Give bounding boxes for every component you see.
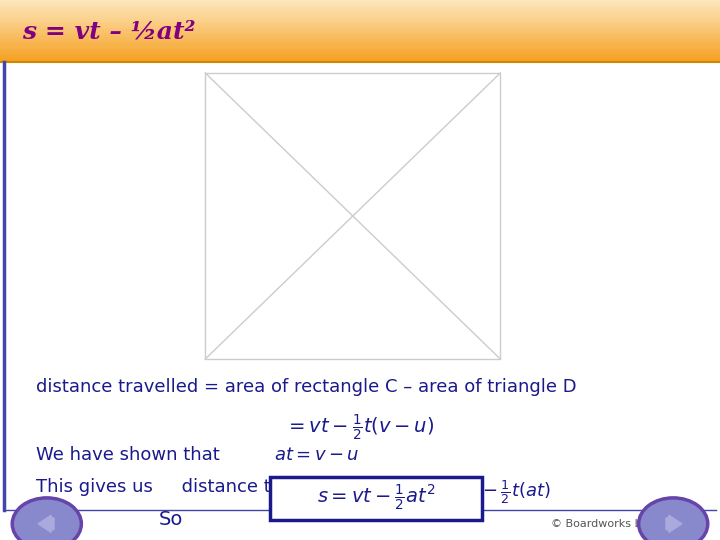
Bar (0, 49, 720, 50)
Bar (0, 39, 720, 40)
Bar (0, 29, 720, 30)
Bar (0, 5, 720, 6)
Circle shape (639, 498, 708, 540)
Bar (0, 44, 720, 45)
Bar (0, 45, 720, 46)
Bar (0, 53, 720, 54)
Bar (0, 6, 720, 7)
FancyArrow shape (666, 515, 682, 532)
Bar (205, 73, 500, 359)
Bar (0, 3, 720, 4)
Bar (0, 1, 720, 2)
Text: We have shown that: We have shown that (36, 446, 225, 463)
Bar (0, 24, 720, 25)
Bar (0, 18, 720, 19)
Text: distance travelled = area of rectangle C – area of triangle D: distance travelled = area of rectangle C… (36, 378, 577, 396)
Bar (0, 32, 720, 33)
Bar (0, 10, 720, 11)
Bar (0, 43, 720, 44)
Bar (0, 51, 720, 52)
Bar (0, 9, 720, 10)
Bar (0, 25, 720, 26)
Bar (0, 27, 720, 28)
Bar (0, 40, 720, 42)
FancyArrow shape (38, 515, 54, 532)
Bar (0, 46, 720, 48)
Bar (0, 23, 720, 24)
Text: So: So (158, 510, 183, 529)
Text: This gives us     distance travelled =: This gives us distance travelled = (36, 478, 370, 496)
Bar (0, 4, 720, 5)
Bar (0, 16, 720, 17)
Bar (0, 48, 720, 49)
Bar (0, 43, 720, 44)
Text: s = vt – ½at²: s = vt – ½at² (22, 19, 195, 43)
Bar (0, 36, 720, 37)
Bar (0, 57, 720, 58)
Bar (0, 58, 720, 59)
Bar (0, 12, 720, 14)
Text: $at = v - u$: $at = v - u$ (274, 446, 359, 463)
Bar (0, 8, 720, 9)
Bar (0, 56, 720, 57)
Bar (0, 30, 720, 31)
Bar (0, 15, 720, 16)
Bar (0, 50, 720, 51)
Bar (0, 37, 720, 38)
Bar (0, 35, 720, 36)
Bar (0, 38, 720, 39)
Bar (0, 22, 720, 23)
Bar (0, 59, 720, 60)
Bar (0, 55, 720, 56)
Bar (0, 7, 720, 8)
Text: $= vt - \frac{1}{2}t(v - u)$: $= vt - \frac{1}{2}t(v - u)$ (285, 413, 435, 443)
Bar (0, 34, 720, 35)
Circle shape (12, 498, 81, 540)
Bar (0, 42, 720, 43)
Bar (0, 60, 720, 61)
Bar (0, 54, 720, 55)
Bar (0, 11, 720, 12)
Bar (0, 31, 720, 32)
Bar (0, 26, 720, 27)
Bar (0, 17, 720, 18)
Bar (0, 14, 720, 15)
Text: $s = vt - \frac{1}{2}at^2$: $s = vt - \frac{1}{2}at^2$ (317, 483, 436, 514)
Bar (0, 21, 720, 22)
Bar (0, 19, 720, 21)
Bar (0, 2, 720, 3)
Bar (0, 33, 720, 34)
Bar (0, 61, 720, 62)
Bar (0, 0, 720, 1)
Bar (0, 52, 720, 53)
Text: $vt - \frac{1}{2}t(at)$: $vt - \frac{1}{2}t(at)$ (461, 478, 551, 506)
FancyBboxPatch shape (270, 477, 482, 520)
Bar (0, 28, 720, 29)
Text: © Boardworks Ltd 2005: © Boardworks Ltd 2005 (551, 519, 684, 530)
Text: 23 of 37: 23 of 37 (36, 519, 82, 530)
